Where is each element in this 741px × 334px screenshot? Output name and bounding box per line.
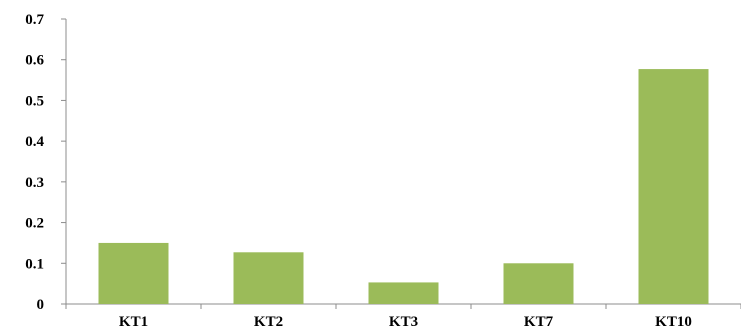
- y-tick-label: 0.6: [25, 53, 44, 69]
- x-axis: KT1 KT2 KT3 KT7 KT10: [65, 303, 741, 330]
- y-tick-label: 0.7: [25, 12, 44, 28]
- y-tick-label: 0: [37, 297, 45, 313]
- x-category-label: KT3: [389, 314, 418, 330]
- y-tick-label: 0.2: [25, 216, 44, 232]
- bar-kt1: [98, 242, 169, 304]
- x-category-label: KT2: [254, 314, 283, 330]
- bar-kt3: [368, 282, 439, 304]
- x-category-label: KT10: [655, 314, 692, 330]
- bar-kt10: [638, 69, 709, 304]
- y-tick-label: 0.3: [25, 175, 44, 191]
- y-axis: 0 0.1 0.2 0.3 0.4 0.5 0.6 0.7: [25, 12, 67, 313]
- y-tick-label: 0.1: [25, 256, 44, 272]
- bars: [98, 69, 709, 304]
- bar-kt2: [233, 252, 304, 304]
- bar-kt7: [503, 263, 574, 304]
- x-category-label: KT7: [524, 314, 554, 330]
- y-tick-label: 0.4: [25, 134, 44, 150]
- x-category-label: KT1: [119, 314, 148, 330]
- y-tick-label: 0.5: [25, 93, 44, 109]
